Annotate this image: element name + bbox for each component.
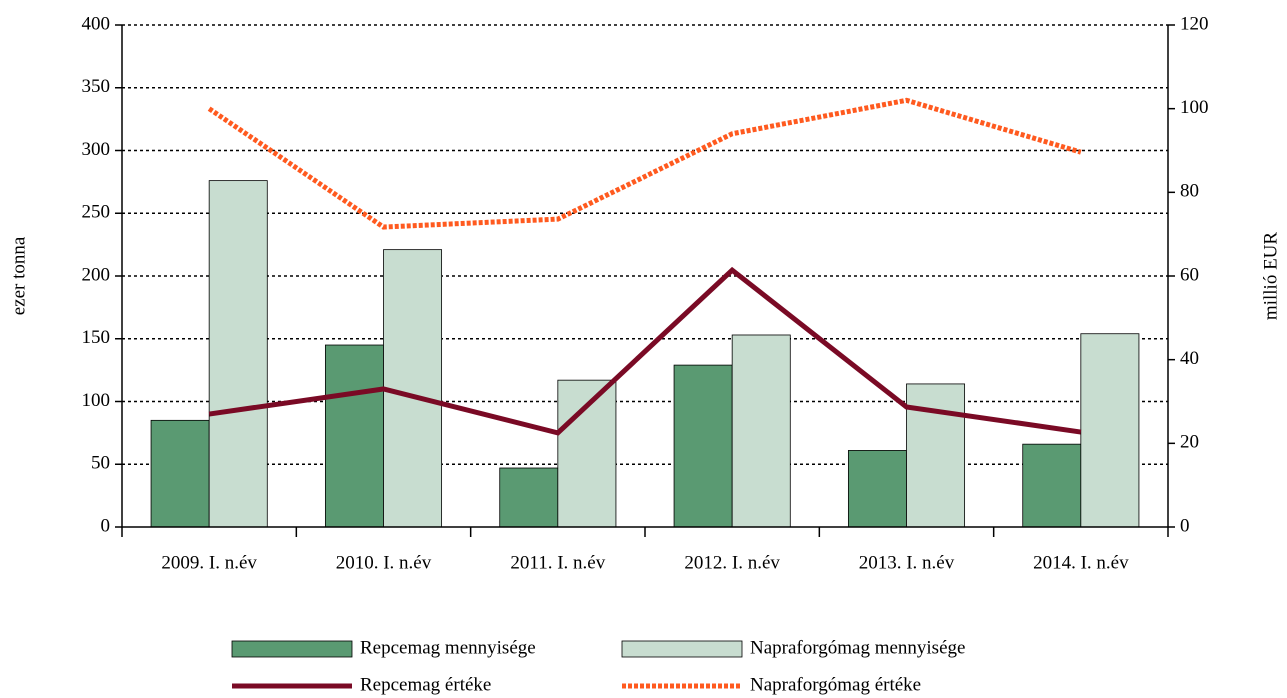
legend-swatch: [231, 640, 353, 658]
legend-label: Napraforgómag mennyisége: [750, 637, 965, 658]
bar: [906, 383, 966, 528]
x-tick-label: 2009. I. n.év: [161, 552, 257, 573]
y-tick-label: 50: [91, 453, 110, 474]
y-tick-label: 200: [82, 264, 111, 285]
bar: [1022, 443, 1082, 528]
x-tick-label: 2013. I. n.év: [859, 552, 955, 573]
bar: [150, 419, 210, 528]
bar: [499, 467, 559, 528]
y-tick-label: 100: [82, 390, 111, 411]
y-tick-label: 0: [101, 515, 111, 536]
y2-tick-label: 100: [1180, 97, 1209, 118]
y2-tick-label: 80: [1180, 181, 1199, 202]
legend-label: Repcemag értéke: [360, 674, 491, 695]
x-tick-label: 2014. I. n.év: [1033, 552, 1129, 573]
y-tick-label: 350: [82, 76, 111, 97]
y2-tick-label: 40: [1180, 348, 1199, 369]
y2-tick-label: 120: [1180, 13, 1209, 34]
bar: [731, 334, 791, 528]
bar: [1080, 333, 1140, 528]
bar: [324, 344, 384, 528]
legend-label: Repcemag mennyisége: [360, 637, 536, 658]
legend-label: Napraforgómag értéke: [750, 674, 921, 695]
x-tick-label: 2010. I. n.év: [336, 552, 432, 573]
line-series: [207, 97, 1082, 230]
y-tick-label: 150: [82, 327, 111, 348]
x-tick-label: 2012. I. n.év: [684, 552, 780, 573]
bar: [383, 249, 443, 528]
y-tick-label: 400: [82, 13, 111, 34]
y-tick-label: 250: [82, 202, 111, 223]
bar: [557, 379, 617, 528]
y2-tick-label: 0: [1180, 515, 1190, 536]
line-series: [208, 266, 1082, 436]
bar: [847, 450, 907, 528]
bar: [673, 364, 733, 528]
y-axis-label: ezer tonna: [8, 236, 29, 315]
y2-axis-label: millió EUR: [1260, 232, 1281, 320]
legend-swatch: [621, 640, 743, 658]
y2-tick-label: 60: [1180, 264, 1199, 285]
x-tick-label: 2011. I. n.év: [510, 552, 605, 573]
bar: [208, 180, 268, 528]
y2-tick-label: 20: [1180, 432, 1199, 453]
y-tick-label: 300: [82, 139, 111, 160]
